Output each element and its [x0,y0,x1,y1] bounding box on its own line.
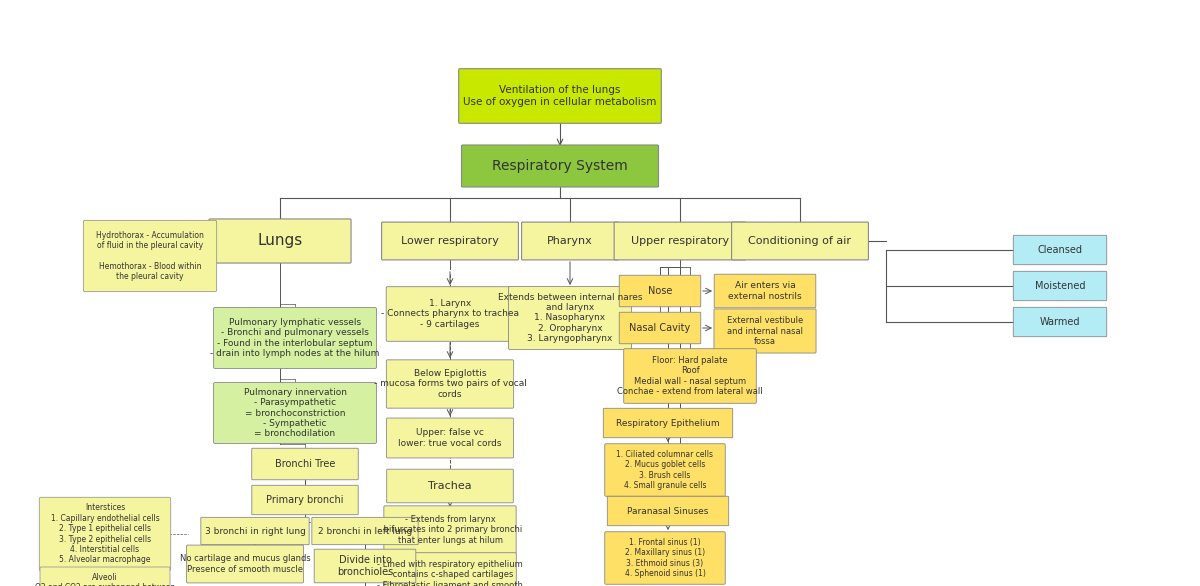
FancyBboxPatch shape [252,448,359,480]
Text: Respiratory Epithelium: Respiratory Epithelium [616,418,720,428]
Text: Extends between internal nares
and larynx
1. Nasopharynx
2. Oropharynx
3. Laryng: Extends between internal nares and laryn… [498,292,642,343]
FancyBboxPatch shape [605,532,725,584]
FancyBboxPatch shape [714,309,816,353]
FancyBboxPatch shape [619,312,701,344]
FancyBboxPatch shape [40,498,170,571]
FancyBboxPatch shape [509,287,631,349]
FancyBboxPatch shape [619,275,701,306]
FancyBboxPatch shape [462,145,659,187]
FancyBboxPatch shape [312,517,418,544]
FancyBboxPatch shape [386,418,514,458]
Text: Nasal Cavity: Nasal Cavity [629,323,691,333]
FancyBboxPatch shape [200,517,310,544]
Text: 2 bronchi in left lung: 2 bronchi in left lung [318,526,412,536]
FancyBboxPatch shape [386,360,514,408]
Text: Pulmonary innervation
- Parasympathetic
= bronchoconstriction
- Sympathetic
= br: Pulmonary innervation - Parasympathetic … [244,388,347,438]
FancyBboxPatch shape [214,308,377,369]
FancyBboxPatch shape [1013,307,1106,337]
Text: External vestibule
and internal nasal
fossa: External vestibule and internal nasal fo… [727,316,803,346]
FancyBboxPatch shape [607,496,728,526]
Text: Trachea: Trachea [428,481,472,491]
Text: Air enters via
external nostrils: Air enters via external nostrils [728,281,802,301]
FancyBboxPatch shape [214,383,377,444]
Text: Below Epiglottis
- mucosa forms two pairs of vocal
cords: Below Epiglottis - mucosa forms two pair… [373,369,527,399]
Text: Primary bronchi: Primary bronchi [266,495,343,505]
FancyBboxPatch shape [83,220,217,292]
FancyBboxPatch shape [732,222,869,260]
Text: - Lined with respiratory epithelium
- contains c-shaped cartilages
- Fibroelasti: - Lined with respiratory epithelium - co… [377,560,523,586]
Text: Alveoli
O2 and CO2 are exchanged between
the air and the blood within alveoli: Alveoli O2 and CO2 are exchanged between… [35,573,175,586]
Text: 1. Ciliated columnar cells
2. Mucus goblet cells
3. Brush cells
4. Small granule: 1. Ciliated columnar cells 2. Mucus gobl… [617,450,714,490]
Text: Conditioning of air: Conditioning of air [749,236,852,246]
Text: Moistened: Moistened [1034,281,1085,291]
FancyBboxPatch shape [1013,271,1106,301]
Text: 3 bronchi in right lung: 3 bronchi in right lung [204,526,306,536]
Text: Pharynx: Pharynx [547,236,593,246]
Text: Interstices
1. Capillary endothelial cells
2. Type 1 epithelial cells
3. Type 2 : Interstices 1. Capillary endothelial cel… [50,503,160,564]
Text: Bronchi Tree: Bronchi Tree [275,459,335,469]
Text: Lower respiratory: Lower respiratory [401,236,499,246]
FancyBboxPatch shape [187,545,304,583]
Text: Ventilation of the lungs
Use of oxygen in cellular metabolism: Ventilation of the lungs Use of oxygen i… [463,85,656,107]
FancyBboxPatch shape [1013,236,1106,265]
Text: Divide into
bronchioles: Divide into bronchioles [337,555,394,577]
FancyBboxPatch shape [384,553,516,586]
FancyBboxPatch shape [458,69,661,123]
Text: Hydrothorax - Accumulation
of fluid in the pleural cavity

Hemothorax - Blood wi: Hydrothorax - Accumulation of fluid in t… [96,231,204,281]
Text: Nose: Nose [648,286,672,296]
FancyBboxPatch shape [714,274,816,308]
Text: 1. Frontal sinus (1)
2. Maxillary sinus (1)
3. Ethmoid sinus (3)
4. Sphenoid sin: 1. Frontal sinus (1) 2. Maxillary sinus … [624,538,706,578]
FancyBboxPatch shape [605,444,725,496]
FancyBboxPatch shape [384,506,516,554]
FancyBboxPatch shape [624,349,756,403]
FancyBboxPatch shape [614,222,746,260]
FancyBboxPatch shape [40,567,170,586]
FancyBboxPatch shape [252,485,359,515]
Text: Pulmonary lymphatic vessels
- Bronchi and pulmonary vessels
- Found in the inter: Pulmonary lymphatic vessels - Bronchi an… [210,318,379,358]
Text: Upper respiratory: Upper respiratory [631,236,730,246]
Text: - Extends from larynx
- bifurcates into 2 primary bronchi
that enter lungs at hi: - Extends from larynx - bifurcates into … [378,515,522,545]
Text: No cartilage and mucus glands
Presence of smooth muscle: No cartilage and mucus glands Presence o… [180,554,311,574]
FancyBboxPatch shape [382,222,518,260]
Text: Upper: false vc
lower: true vocal cords: Upper: false vc lower: true vocal cords [398,428,502,448]
FancyBboxPatch shape [604,408,733,438]
Text: Cleansed: Cleansed [1038,245,1082,255]
FancyBboxPatch shape [209,219,352,263]
FancyBboxPatch shape [314,549,415,583]
Text: Lungs: Lungs [257,233,302,248]
Text: Paranasal Sinuses: Paranasal Sinuses [628,506,709,516]
Text: Floor: Hard palate
Roof
Medial wall - nasal septum
Conchae - extend from lateral: Floor: Hard palate Roof Medial wall - na… [617,356,763,396]
Text: Warmed: Warmed [1039,317,1080,327]
FancyBboxPatch shape [386,469,514,503]
FancyBboxPatch shape [522,222,618,260]
FancyBboxPatch shape [386,287,514,341]
Text: 1. Larynx
- Connects pharynx to trachea
- 9 cartilages: 1. Larynx - Connects pharynx to trachea … [382,299,520,329]
Text: Respiratory System: Respiratory System [492,159,628,173]
